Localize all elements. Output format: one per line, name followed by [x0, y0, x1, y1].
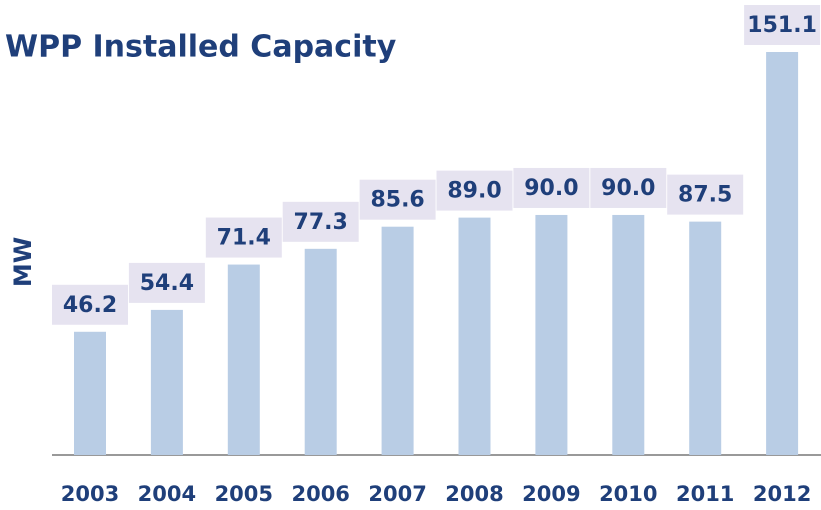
value-label: 90.0 [524, 176, 578, 201]
chart-title: WPP Installed Capacity [5, 30, 397, 65]
x-tick-label: 2009 [522, 482, 580, 506]
value-label-box [52, 284, 128, 325]
x-tick-label: 2006 [291, 482, 349, 506]
y-axis-label: MW [9, 237, 37, 287]
bar [766, 52, 799, 455]
value-label-box [282, 201, 359, 242]
bar [458, 217, 491, 455]
value-label: 87.5 [678, 183, 732, 208]
value-label-box [205, 217, 282, 258]
value-label: 151.1 [747, 13, 817, 38]
value-label-box [128, 262, 205, 303]
x-tick-label: 2007 [368, 482, 426, 506]
bar [535, 214, 568, 455]
value-label: 54.4 [140, 271, 194, 296]
value-label: 90.0 [601, 176, 655, 201]
value-label: 71.4 [217, 226, 271, 251]
x-tick-label: 2005 [215, 482, 273, 506]
value-label-box [667, 174, 744, 215]
x-tick-label: 2003 [61, 482, 119, 506]
x-tick-label: 2010 [599, 482, 657, 506]
bar [612, 214, 645, 455]
x-tick-label: 2011 [676, 482, 734, 506]
bar [689, 221, 722, 455]
value-label-box [359, 179, 436, 220]
bar [227, 264, 260, 455]
value-label-box [436, 170, 513, 211]
value-label-box [744, 5, 821, 45]
bar [304, 248, 337, 455]
bar [150, 309, 183, 455]
x-tick-label: 2004 [138, 482, 196, 506]
bar [74, 331, 106, 455]
value-label: 85.6 [370, 188, 424, 213]
bar [381, 226, 414, 455]
value-label: 46.2 [63, 293, 117, 318]
value-label-box [590, 167, 667, 208]
x-tick-label: 2008 [445, 482, 503, 506]
value-label-box [513, 167, 590, 208]
value-label: 89.0 [447, 179, 501, 204]
x-tick-label: 2012 [753, 482, 811, 506]
value-label: 77.3 [294, 210, 348, 235]
